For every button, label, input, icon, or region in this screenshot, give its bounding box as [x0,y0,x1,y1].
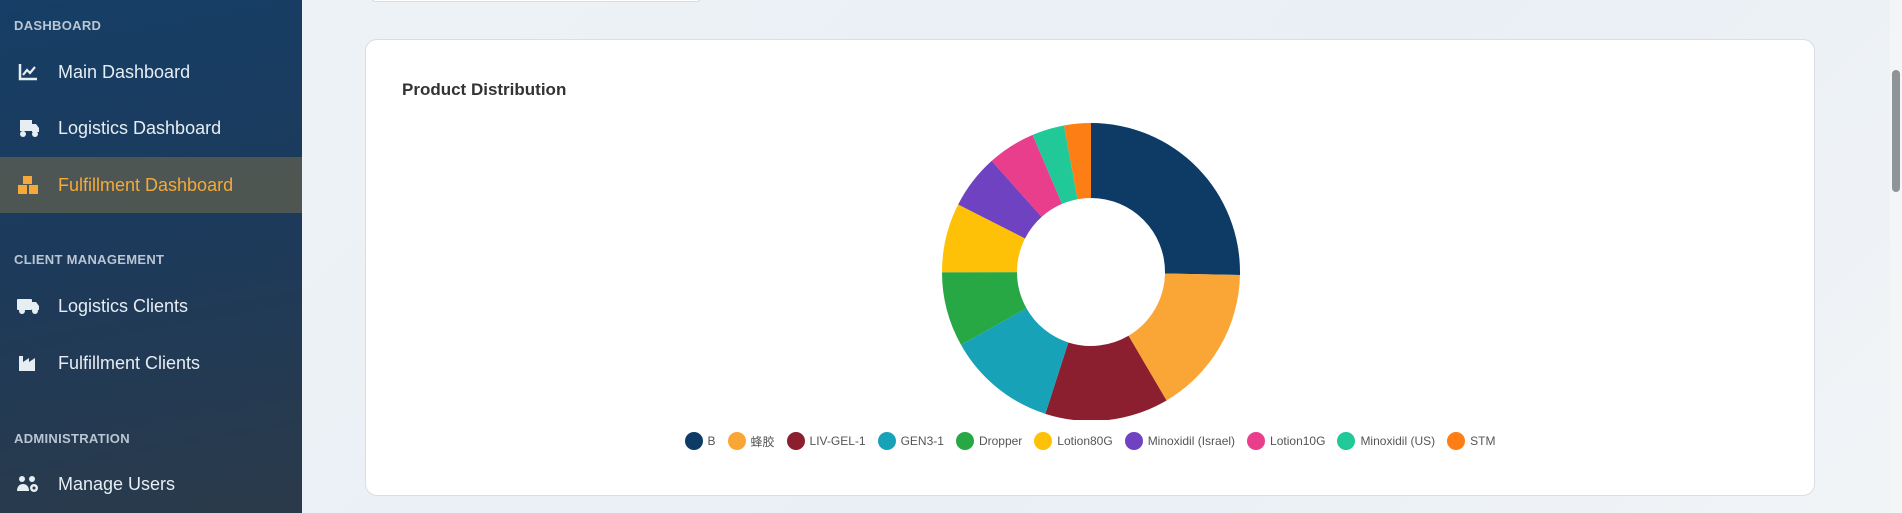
legend-item[interactable]: Lotion10G [1247,432,1325,450]
legend-swatch [684,432,703,450]
legend-label: LIV-GEL-1 [809,434,866,448]
sidebar-item-manage-users[interactable]: Manage Users [0,456,302,512]
slice-1[interactable] [1128,273,1240,401]
sidebar-item-label: Main Dashboard [58,61,191,82]
sidebar-item-label: Fulfillment Dashboard [58,174,234,195]
legend-label: GEN3-1 [900,434,944,448]
legend-label: Lotion10G [1270,434,1326,448]
card-title: Product Distribution [402,80,567,99]
slice-0[interactable] [1091,123,1240,276]
legend-swatch [786,432,805,450]
sidebar-item-logistics-clients[interactable]: Logistics Clients [0,278,302,334]
slice-9[interactable] [1063,123,1091,200]
legend-item[interactable]: Minoxidil (US) [1337,432,1435,450]
legend-label: B [707,434,716,448]
truck-icon [15,297,41,315]
sidebar-item-label: Manage Users [58,473,176,494]
legend-item[interactable]: Dropper [955,432,1023,450]
users-cog-icon [15,474,41,494]
industry-icon [15,354,41,372]
scrollbar[interactable] [1890,0,1902,513]
slice-5[interactable] [942,204,1026,273]
section-label-dashboard: DASHBOARD [14,18,102,33]
legend-label: STM [1470,434,1496,448]
legend-item[interactable]: Lotion80G [1034,432,1113,450]
legend-label: Minoxidil (Israel) [1147,434,1236,448]
sidebar-item-fulfillment-clients[interactable]: Fulfillment Clients [0,335,302,391]
boxes-icon [15,175,41,195]
legend-swatch [1034,432,1053,450]
sidebar: DASHBOARD Main Dashboard Logistics Dashb… [0,0,302,513]
filter-input[interactable] [370,0,702,2]
sidebar-item-logistics-dashboard[interactable]: Logistics Dashboard [0,100,302,156]
sidebar-item-label: Logistics Clients [58,295,189,316]
sidebar-item-label: Fulfillment Clients [58,352,201,373]
slice-6[interactable] [958,160,1042,239]
legend-label: Lotion80G [1057,434,1113,448]
section-label-administration: ADMINISTRATION [14,431,130,446]
legend-label: Dropper [978,434,1023,448]
legend-item[interactable]: 蜂胶 [727,432,775,450]
legend-item[interactable]: LIV-GEL-1 [786,432,866,450]
legend-swatch [727,432,746,450]
legend-swatch [877,432,896,450]
legend-item[interactable]: GEN3-1 [877,432,944,450]
section-label-client-management: CLIENT MANAGEMENT [14,252,165,267]
chart-line-icon [15,63,41,81]
legend-item[interactable]: Minoxidil (Israel) [1124,432,1236,450]
legend-swatch [1247,432,1266,450]
slice-3[interactable] [961,308,1069,414]
legend-label: Minoxidil (US) [1360,434,1436,448]
chart-legend: B 蜂胶 LIV-GEL-1 GEN3-1 Dropper Lotion80G Minoxi… [366,432,1814,450]
product-distribution-card: Product Distribution B 蜂胶 LIV-GEL-1 GEN3-1 D… [365,39,1815,496]
legend-swatch [955,432,974,450]
slice-8[interactable] [1032,125,1078,204]
legend-item[interactable]: B [684,432,716,450]
sidebar-item-main-dashboard[interactable]: Main Dashboard [0,44,302,100]
legend-swatch [1124,432,1143,450]
legend-label: 蜂胶 [750,434,775,449]
sidebar-item-label: Logistics Dashboard [58,117,222,138]
sidebar-item-fulfillment-dashboard[interactable]: Fulfillment Dashboard [0,157,302,213]
legend-item[interactable]: STM [1447,432,1495,450]
slice-2[interactable] [1045,335,1167,420]
donut-chart [942,123,1240,420]
slice-7[interactable] [991,134,1063,217]
legend-swatch [1447,432,1466,450]
legend-swatch [1337,432,1356,450]
scrollbar-thumb[interactable] [1892,70,1900,192]
truck-fast-icon [15,118,41,138]
slice-4[interactable] [942,272,1027,345]
